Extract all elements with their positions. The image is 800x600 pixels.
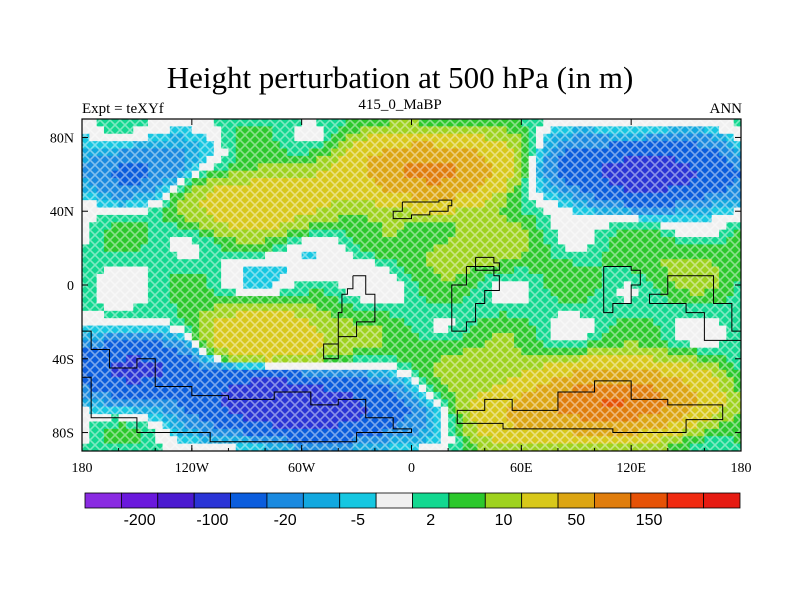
axes: 180 120W 60W 0 60E 120E 180 80N 40N 0 40S 80S	[50, 119, 752, 476]
colorbar-box	[484, 492, 523, 509]
continent-outline	[451, 266, 500, 332]
colorbar-box	[157, 492, 195, 509]
colorbar-box	[521, 492, 559, 509]
continent-outline	[475, 256, 500, 271]
colorbar-label: 2	[426, 512, 435, 529]
left-subtitle: Expt = teXYf	[82, 101, 164, 117]
hatch-overlay	[82, 119, 741, 451]
colorbar-box	[448, 492, 486, 509]
colorbar: -200 -100 -20 -5 2 10 50 150	[84, 492, 741, 529]
y-tick-label: 0	[67, 279, 74, 294]
colorbar-label: 10	[495, 512, 513, 529]
colorbar-box	[557, 492, 595, 509]
colorbar-box	[120, 492, 159, 509]
colorbar-label: -100	[196, 512, 228, 529]
colorbar-label: -200	[124, 512, 156, 529]
colorbar-label: -5	[351, 512, 365, 529]
x-tick-label: 180	[731, 461, 752, 476]
x-tick-label: 180	[72, 461, 93, 476]
x-tick-label: 120E	[616, 461, 646, 476]
y-tick-label: 40N	[50, 205, 74, 220]
continent-outline	[82, 330, 412, 443]
continent-outline	[392, 199, 453, 220]
colorbar-box	[84, 492, 122, 509]
y-tick-label: 80N	[50, 131, 74, 146]
chart-title: Height perturbation at 500 hPa (in m)	[166, 60, 634, 95]
colorbar-box	[666, 492, 705, 509]
colorbar-box	[339, 492, 377, 509]
colorbar-label: -20	[274, 512, 297, 529]
continent-outline	[603, 266, 641, 314]
y-tick-label: 80S	[52, 427, 74, 442]
colorbar-box	[594, 492, 632, 509]
colorbar-box	[230, 492, 268, 509]
colorbar-box	[412, 492, 450, 509]
continent-outline	[648, 275, 741, 341]
y-tick-label: 40S	[52, 353, 74, 368]
x-tick-label: 60E	[510, 461, 533, 476]
x-tick-label: 0	[408, 461, 415, 476]
colorbar-box	[703, 492, 741, 509]
continent-outline	[456, 380, 724, 434]
x-tick-label: 60W	[288, 461, 316, 476]
colorbar-label: 150	[636, 512, 663, 529]
right-subtitle: ANN	[709, 101, 743, 117]
continent-outline	[323, 275, 376, 360]
colorbar-box	[630, 492, 668, 509]
continent-outlines	[82, 199, 741, 443]
colorbar-box	[193, 492, 231, 509]
colorbar-box	[375, 492, 413, 509]
colorbar-box	[266, 492, 304, 509]
center-subtitle: 415_0_MaBP	[358, 97, 442, 113]
x-tick-label: 120W	[175, 461, 210, 476]
colorbar-box	[302, 492, 341, 509]
colorbar-label: 50	[567, 512, 585, 529]
